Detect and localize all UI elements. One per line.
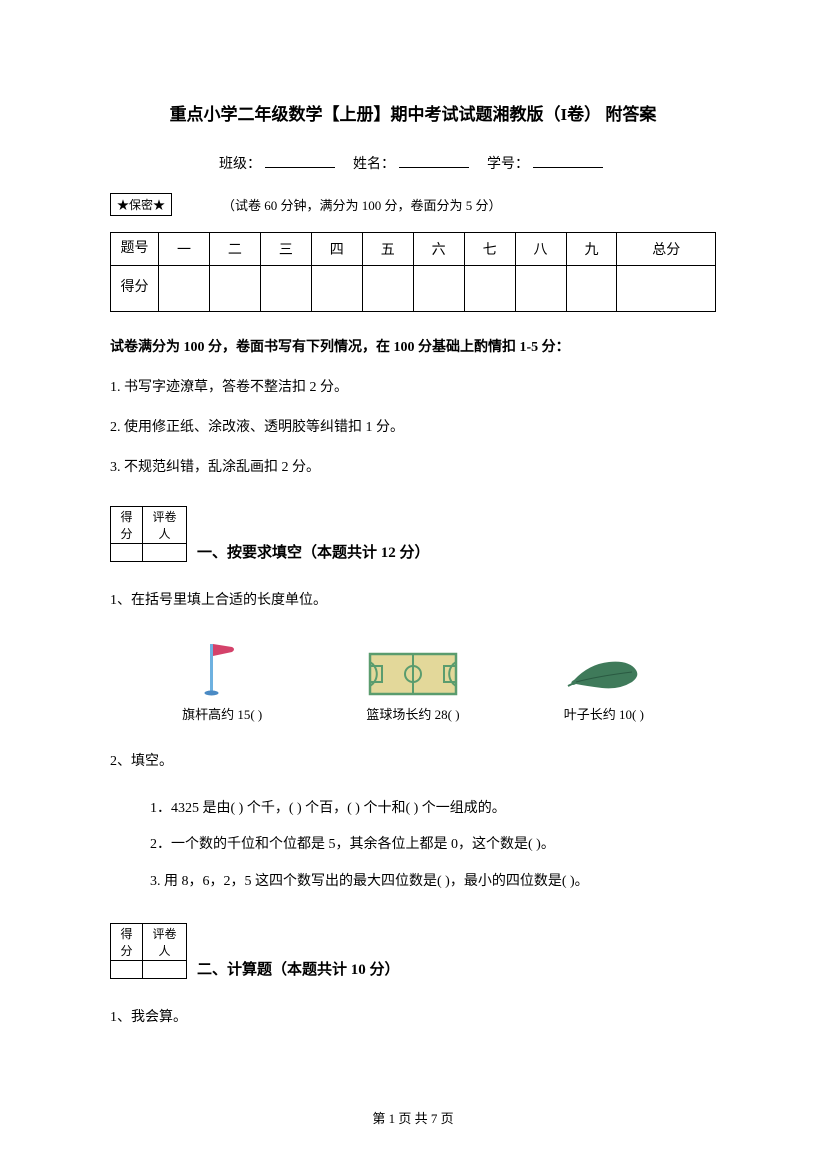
score-cell[interactable] [260,266,311,312]
score-table-row1-head: 题号 [111,233,159,266]
flag-icon [202,640,242,696]
fill-sub: 1．4325 是由( ) 个千，( ) 个百，( ) 个十和( ) 个一组成的。 [150,798,716,820]
image-item-leaf: 叶子长约 10( ) [564,636,644,723]
grade-score-cell[interactable] [111,960,143,978]
score-table-col: 总分 [617,233,716,266]
grade-score-label: 得分 [111,923,143,960]
secret-badge: ★保密★ [110,193,172,216]
note-item: 2. 使用修正纸、涂改液、透明胶等纠错扣 1 分。 [110,416,716,436]
court-icon [368,652,458,696]
class-blank[interactable] [265,167,335,168]
score-cell[interactable] [413,266,464,312]
section-header-2: 得分 评卷人 二、计算题（本题共计 10 分） [110,923,716,979]
score-table-col: 五 [362,233,413,266]
fill-sub: 3. 用 8，6，2，5 这四个数写出的最大四位数是( )，最小的四位数是( )… [150,871,716,893]
image-caption: 篮球场长约 28( ) [366,704,459,723]
score-cell[interactable] [159,266,210,312]
student-info-line: 班级： 姓名： 学号： [110,153,716,173]
image-item-court: 篮球场长约 28( ) [366,636,459,723]
grade-reviewer-label: 评卷人 [143,507,187,544]
question-2-1: 1、我会算。 [110,1007,716,1029]
note-item: 3. 不规范纠错，乱涂乱画扣 2 分。 [110,456,716,476]
score-cell[interactable] [362,266,413,312]
class-label: 班级： [219,157,261,172]
page-footer: 第 1 页 共 7 页 [0,1108,826,1127]
score-table-col: 九 [566,233,617,266]
note-item: 1. 书写字迹潦草，答卷不整洁扣 2 分。 [110,376,716,396]
score-table: 题号 一 二 三 四 五 六 七 八 九 总分 得分 [110,232,716,312]
score-cell[interactable] [515,266,566,312]
grade-table: 得分 评卷人 [110,506,187,562]
section2-title: 二、计算题（本题共计 10 分） [197,958,400,979]
notes-title: 试卷满分为 100 分，卷面书写有下列情况，在 100 分基础上酌情扣 1-5 … [110,336,716,356]
grade-score-label: 得分 [111,507,143,544]
fill-sub: 2．一个数的千位和个位都是 5，其余各位上都是 0，这个数是( )。 [150,834,716,856]
grade-table: 得分 评卷人 [110,923,187,979]
grade-reviewer-cell[interactable] [143,544,187,562]
name-blank[interactable] [399,167,469,168]
score-table-col: 六 [413,233,464,266]
score-cell[interactable] [566,266,617,312]
secret-row: ★保密★ （试卷 60 分钟，满分为 100 分，卷面分为 5 分） [110,193,716,216]
score-table-col: 二 [209,233,260,266]
score-cell[interactable] [311,266,362,312]
image-caption: 叶子长约 10( ) [564,704,644,723]
score-table-col: 四 [311,233,362,266]
page-title: 重点小学二年级数学【上册】期中考试试题湘教版（I卷） 附答案 [110,100,716,125]
image-item-flag: 旗杆高约 15( ) [182,636,262,723]
score-table-col: 一 [159,233,210,266]
score-table-col: 三 [260,233,311,266]
score-cell[interactable] [209,266,260,312]
section1-title: 一、按要求填空（本题共计 12 分） [197,541,430,562]
question-1-2: 2、填空。 [110,751,716,773]
score-table-row2-head: 得分 [111,266,159,312]
score-cell[interactable] [617,266,716,312]
grade-score-cell[interactable] [111,544,143,562]
score-table-col: 七 [464,233,515,266]
number-label: 学号： [487,157,529,172]
leaf-icon [564,656,644,696]
image-caption: 旗杆高约 15( ) [182,704,262,723]
section-header-1: 得分 评卷人 一、按要求填空（本题共计 12 分） [110,506,716,562]
score-table-col: 八 [515,233,566,266]
score-cell[interactable] [464,266,515,312]
question-1-1: 1、在括号里填上合适的长度单位。 [110,590,716,612]
number-blank[interactable] [533,167,603,168]
grade-reviewer-cell[interactable] [143,960,187,978]
grade-reviewer-label: 评卷人 [143,923,187,960]
name-label: 姓名： [353,157,395,172]
image-row: 旗杆高约 15( ) 篮球场长约 28( ) 叶子长约 [110,636,716,723]
exam-info: （试卷 60 分钟，满分为 100 分，卷面分为 5 分） [222,195,502,214]
